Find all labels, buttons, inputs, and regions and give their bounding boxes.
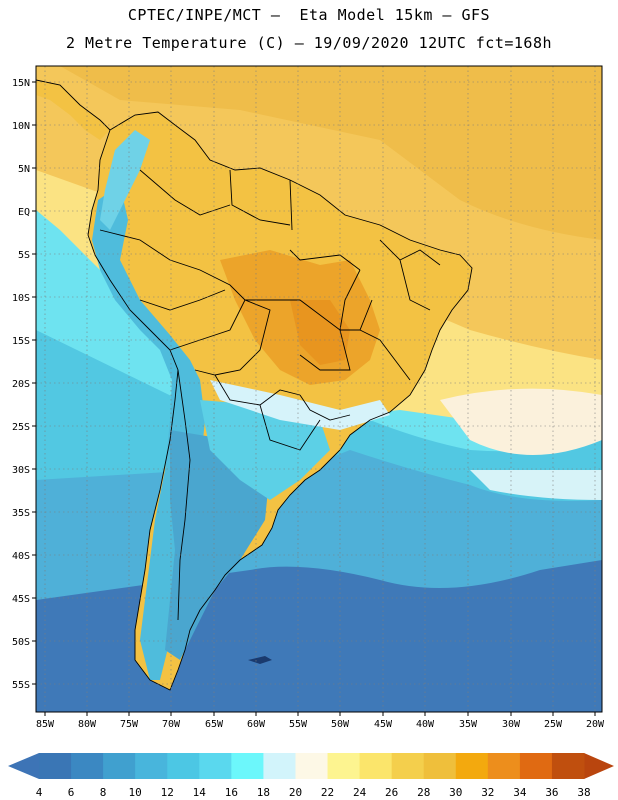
ocean-pale-patch (470, 470, 602, 500)
colorbar-cell (519, 753, 553, 779)
lon-label: 75W (120, 719, 139, 730)
colorbar-cell (551, 753, 585, 779)
colorbar-label: 6 (68, 786, 75, 799)
colorbar-right-arrow (584, 753, 614, 779)
lon-label: 60W (247, 719, 266, 730)
colorbar-cell (487, 753, 521, 779)
lat-label: 30S (12, 465, 30, 476)
map-title-line1: CPTEC/INPE/MCT – Eta Model 15km – GFS (127, 6, 491, 24)
pale-band-land (210, 380, 390, 430)
lon-label: 45W (374, 719, 393, 730)
colorbar-label: 30 (449, 786, 462, 799)
colorbar-cell (71, 753, 104, 779)
lat-label: 55S (12, 680, 30, 691)
hottest-core (290, 300, 350, 365)
lon-label: 55W (289, 719, 308, 730)
lat-label: 5S (18, 250, 30, 261)
lon-label: 40W (416, 719, 435, 730)
colorbar-cell (103, 753, 136, 779)
map-frame (35, 65, 603, 713)
colorbar-cell (295, 753, 329, 779)
colorbar-cell (39, 753, 72, 779)
lat-label: 15N (12, 78, 30, 89)
lat-label: 25S (12, 422, 30, 433)
lat-label: 35S (12, 508, 30, 519)
colorbar-left-arrow (8, 753, 39, 779)
map-title-line2: 2 Metre Temperature (C) – 19/09/2020 12U… (65, 34, 553, 52)
colorbar-label: 32 (481, 786, 494, 799)
lon-axis: 85W 80W 75W 70W 65W 60W 55W 50W 45W 40W … (36, 712, 605, 730)
colorbar-label: 16 (225, 786, 238, 799)
southern-cone-cool (200, 400, 330, 500)
colorbar-label: 12 (161, 786, 174, 799)
colorbar-label: 14 (193, 786, 207, 799)
colorbar-cell (327, 753, 361, 779)
lon-label: 85W (36, 719, 55, 730)
lon-label: 50W (331, 719, 350, 730)
colorbar-label: 28 (417, 786, 430, 799)
lon-label: 30W (502, 719, 521, 730)
colorbar-cell (455, 753, 489, 779)
colorbar-label: 22 (321, 786, 334, 799)
colorbar-cell (391, 753, 425, 779)
lat-label: 50S (12, 637, 30, 648)
lat-label: 5N (18, 164, 30, 175)
lon-label: 80W (78, 719, 97, 730)
colombia-andes-cool (100, 130, 150, 230)
lat-label: EQ (18, 207, 30, 218)
colorbar-label: 38 (577, 786, 590, 799)
lat-label: 20S (12, 379, 30, 390)
colorbar-label: 20 (289, 786, 302, 799)
colorbar-label: 18 (257, 786, 270, 799)
ocean-north-band (60, 66, 602, 240)
colorbar-label: 26 (385, 786, 398, 799)
colorbar-cell (167, 753, 200, 779)
colorbar-label: 36 (545, 786, 558, 799)
lat-axis: 15N 10N 5N EQ 5S 10S 15S 20S 25S 30S 35S… (12, 78, 36, 691)
country-borders (36, 79, 473, 691)
lat-label: 10S (12, 293, 30, 304)
lon-label: 65W (205, 719, 224, 730)
lon-label: 70W (162, 719, 181, 730)
ocean-cream-patch (440, 388, 602, 455)
colorbar: 4 6 8 10 12 14 16 18 20 22 24 26 28 30 32 34 36 38 (8, 753, 614, 799)
lon-label: 35W (459, 719, 478, 730)
colorbar-cell (231, 753, 264, 779)
colorbar-label: 34 (513, 786, 527, 799)
lon-label: 20W (586, 719, 605, 730)
lat-label: 45S (12, 594, 30, 605)
falklands (248, 656, 272, 664)
colorbar-label: 8 (100, 786, 107, 799)
colorbar-cell (199, 753, 232, 779)
colorbar-cell (135, 753, 168, 779)
colorbar-label: 24 (353, 786, 367, 799)
lat-label: 15S (12, 336, 30, 347)
colorbar-cell (263, 753, 296, 779)
colorbar-cell (359, 753, 393, 779)
patagonia-cold (165, 430, 270, 660)
lon-label: 25W (544, 719, 563, 730)
colorbar-cell (423, 753, 457, 779)
lat-label: 10N (12, 121, 30, 132)
lat-label: 40S (12, 551, 30, 562)
colorbar-label: 10 (129, 786, 142, 799)
colorbar-label: 4 (36, 786, 43, 799)
